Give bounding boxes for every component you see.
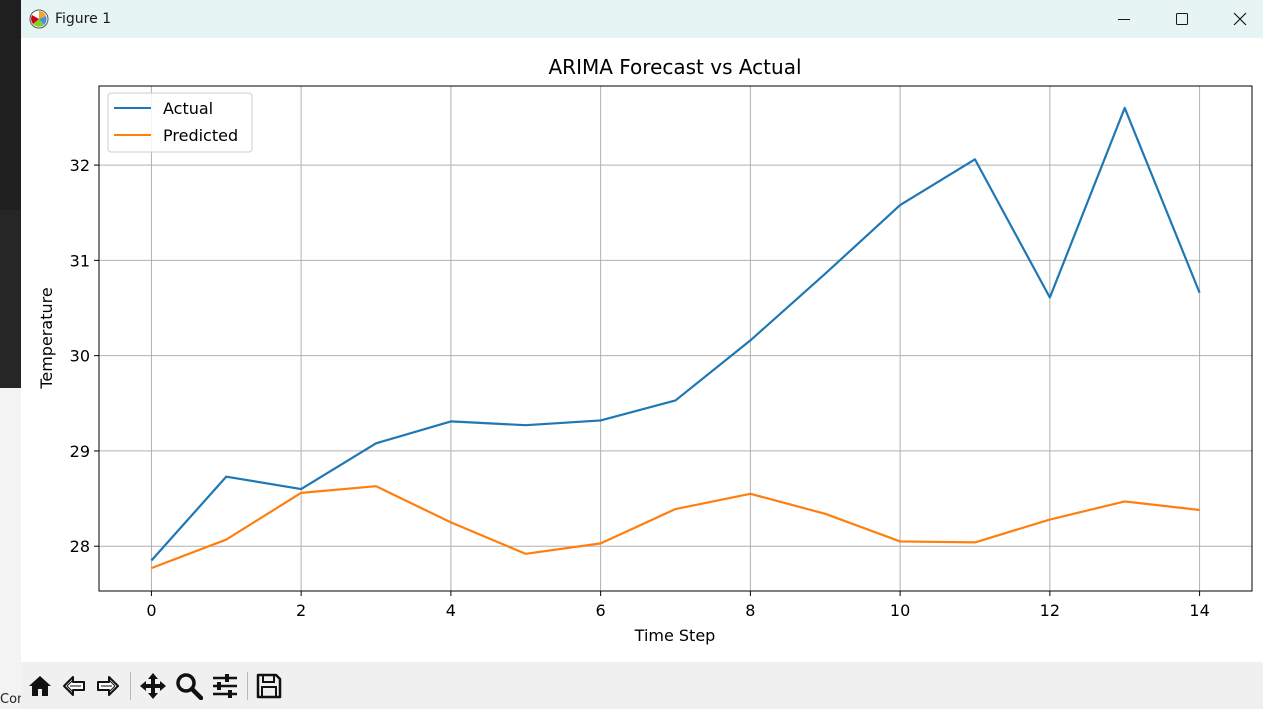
y-tick-label: 31 [70,251,90,270]
series-line-actual [150,106,1201,562]
home-icon [29,676,51,696]
legend-label-actual: Actual [163,99,213,118]
chart-title: ARIMA Forecast vs Actual [548,55,801,79]
configure-subplots-button[interactable] [209,670,241,702]
desktop-partial-text: Con [0,692,26,707]
save-icon [256,673,282,699]
matplotlib-app-icon [29,9,49,29]
x-tick-label: 8 [745,601,755,620]
desktop-panel-lower [0,388,21,709]
y-tick-label: 29 [70,442,90,461]
plot-canvas[interactable]: 0 2 4 6 8 10 12 14 28 29 30 31 32 ARIMA Forecast vs … [21,38,1263,662]
window-title: Figure 1 [55,11,112,27]
minimize-button[interactable] [1095,0,1153,38]
pan-icon [140,673,166,699]
zoom-button[interactable] [173,670,205,702]
home-button[interactable] [24,670,56,702]
x-tick-label: 14 [1189,601,1209,620]
save-button[interactable] [253,670,285,702]
forward-arrow-icon [97,676,119,696]
axes-frame [98,85,1253,592]
y-axis-label: Temperature [37,287,56,389]
close-button[interactable] [1211,0,1263,38]
toolbar-separator [247,672,248,700]
x-tick-label: 0 [146,601,156,620]
series-line-predicted [151,485,1200,570]
x-tick-label: 10 [890,601,910,620]
pan-button[interactable] [137,670,169,702]
x-tick-label: 12 [1040,601,1060,620]
legend: Actual Predicted [107,92,253,153]
y-tick-label: 32 [70,156,90,175]
legend-label-predicted: Predicted [163,126,238,145]
x-tick-label: 6 [596,601,606,620]
x-tick-label: 4 [446,601,456,620]
forward-button[interactable] [92,670,124,702]
configure-subplots-icon [213,674,237,698]
zoom-icon [176,673,203,700]
desktop-background [0,0,21,709]
maximize-button[interactable] [1153,0,1211,38]
desktop-panel [0,210,21,388]
minimize-icon [1118,19,1130,20]
x-tick-label: 2 [296,601,306,620]
navigation-toolbar [21,662,1263,709]
y-tick-label: 28 [70,537,90,556]
tick-layer: 0 2 4 6 8 10 12 14 28 29 30 31 32 [70,156,1210,620]
x-axis-label: Time Step [634,626,716,645]
y-tick-label: 30 [70,347,90,366]
grid-layer [99,86,1252,591]
figure-window: Figure 1 0 2 4 6 8 10 12 14 28 29 30 31 32 ARIMA For… [21,0,1263,709]
close-icon [1233,12,1247,26]
back-arrow-icon [63,676,85,696]
maximize-icon [1176,13,1188,25]
toolbar-separator [130,672,131,700]
series-layer [150,106,1201,570]
line-chart: 0 2 4 6 8 10 12 14 28 29 30 31 32 ARIMA Forecast vs … [37,55,1253,645]
title-bar[interactable]: Figure 1 [21,0,1263,38]
back-button[interactable] [58,670,90,702]
